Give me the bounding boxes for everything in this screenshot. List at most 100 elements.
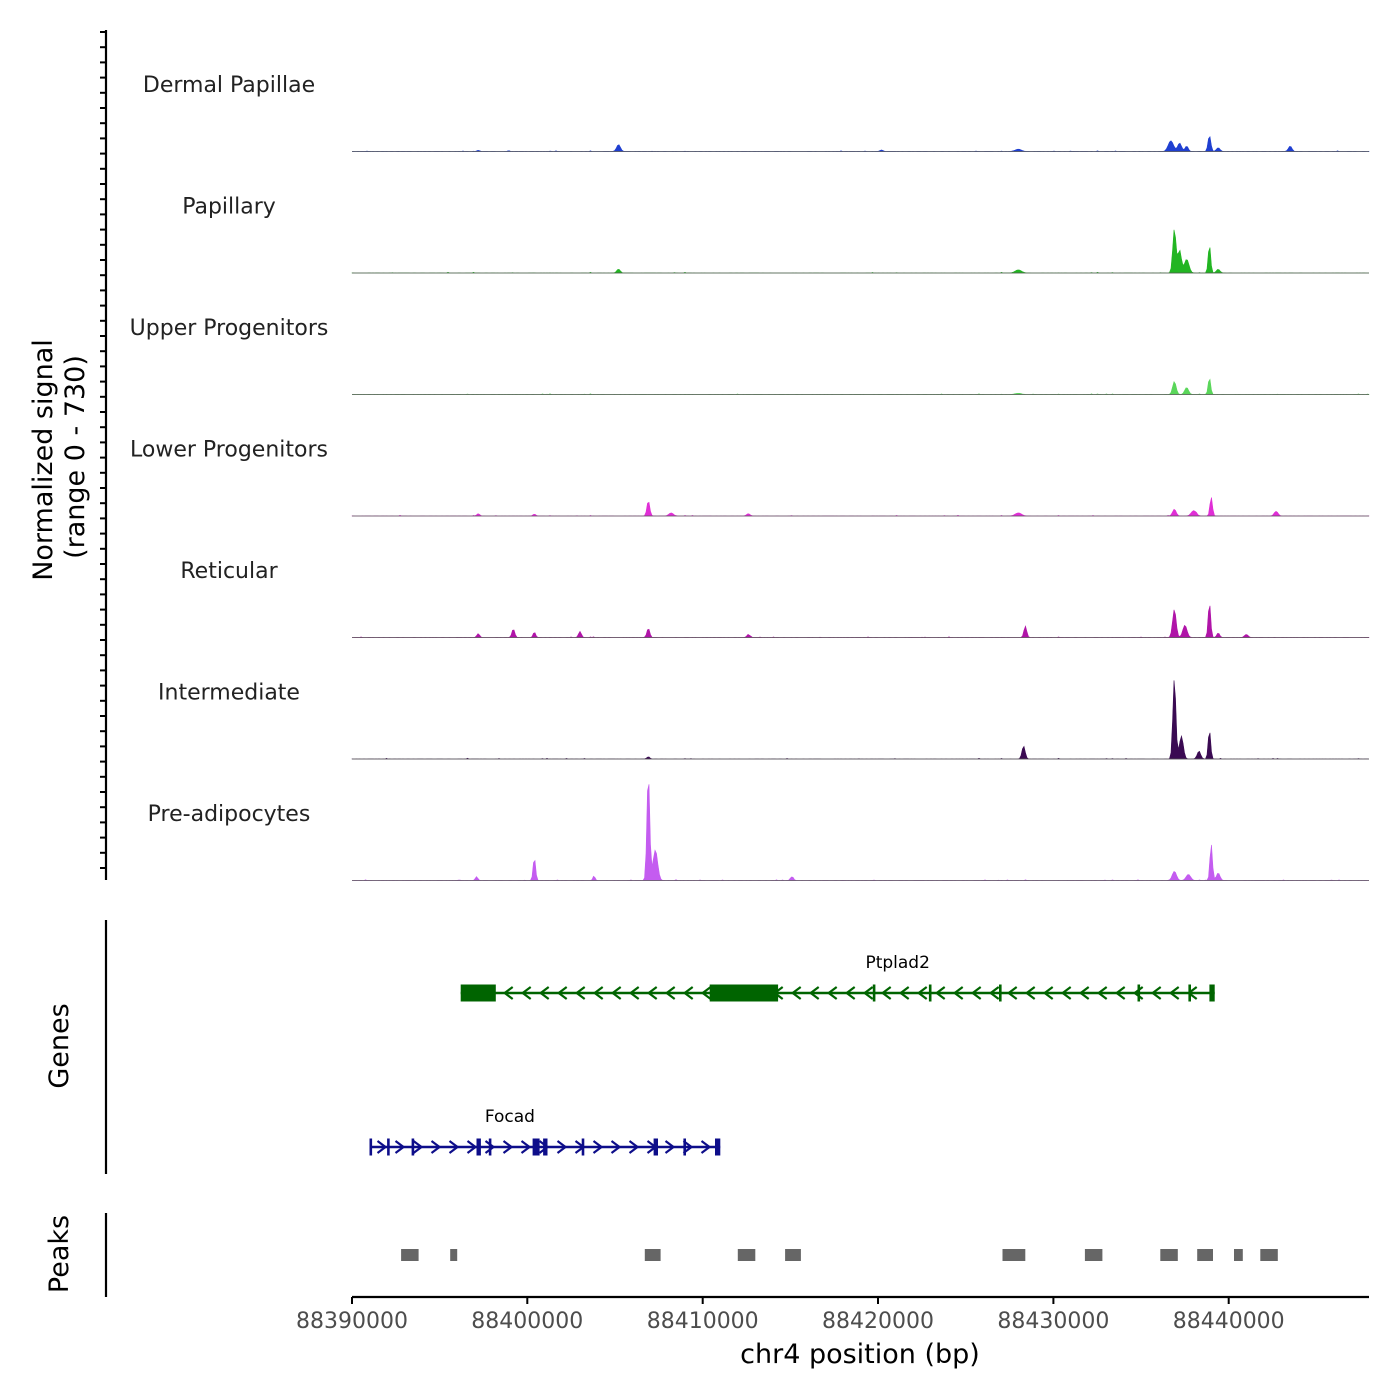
x-tick-label: 88420000 [822, 1309, 934, 1334]
signal-ylabel-line2: (range 0 - 730) [60, 355, 91, 559]
peak-region [1002, 1249, 1026, 1261]
peak-region [785, 1249, 801, 1261]
peak-region [1084, 1249, 1103, 1261]
strand-arrow-left-icon [988, 986, 1000, 1000]
signal-area [351, 680, 1370, 760]
signal-area [351, 378, 1370, 395]
x-tick-label: 88410000 [647, 1309, 759, 1334]
gene-tracks: Ptplad2 Focad [369, 953, 1215, 1156]
signal-area [351, 497, 1370, 517]
track-label: Intermediate [158, 681, 300, 706]
track-label: Lower Progenitors [130, 438, 328, 463]
track-label: Reticular [180, 559, 278, 584]
gene-label: Focad [485, 1107, 535, 1127]
gene-exon [387, 1138, 390, 1156]
strand-arrow-left-icon [1042, 986, 1054, 1000]
gene-exon [709, 984, 779, 1002]
gene-exon [715, 1138, 721, 1156]
strand-arrow-left-icon [1024, 986, 1036, 1000]
strand-arrow-right-icon [682, 1140, 694, 1154]
strand-arrow-left-icon [646, 986, 658, 1000]
gene-exon [653, 1138, 658, 1156]
signal-track: Upper Progenitors [130, 316, 1370, 395]
strand-arrow-right-icon [466, 1140, 478, 1154]
genes-ylabel: Genes [44, 1003, 75, 1088]
x-tick-label: 88390000 [296, 1309, 408, 1334]
track-label: Dermal Papillae [143, 73, 315, 98]
gene-exon [581, 1138, 585, 1156]
strand-arrow-left-icon [502, 986, 514, 1000]
strand-arrow-left-icon [916, 986, 928, 1000]
peak-region [1234, 1249, 1243, 1261]
gene-exon [543, 1138, 548, 1156]
strand-arrow-left-icon [790, 986, 802, 1000]
strand-arrow-right-icon [376, 1140, 388, 1154]
gene-model: Focad [369, 1107, 721, 1156]
strand-arrow-left-icon [664, 986, 676, 1000]
strand-arrow-left-icon [628, 986, 640, 1000]
x-tick-label: 88440000 [1173, 1309, 1285, 1334]
strand-arrow-left-icon [538, 986, 550, 1000]
peak-region [737, 1249, 756, 1261]
strand-arrow-left-icon [1078, 986, 1090, 1000]
strand-arrow-left-icon [574, 986, 586, 1000]
strand-arrow-left-icon [1060, 986, 1072, 1000]
strand-arrow-right-icon [628, 1140, 640, 1154]
strand-arrow-left-icon [1096, 986, 1108, 1000]
gene-model: Ptplad2 [460, 953, 1215, 1002]
strand-arrow-left-icon [1168, 986, 1180, 1000]
strand-arrow-left-icon [1150, 986, 1162, 1000]
strand-arrow-left-icon [700, 986, 712, 1000]
strand-arrow-right-icon [412, 1140, 424, 1154]
strand-arrow-left-icon [970, 986, 982, 1000]
strand-arrow-right-icon [592, 1140, 604, 1154]
strand-arrow-left-icon [862, 986, 874, 1000]
peak-region [1160, 1249, 1178, 1261]
gene-exon [532, 1138, 540, 1156]
strand-arrow-left-icon [934, 986, 946, 1000]
peak-region [1197, 1249, 1213, 1261]
peak-region [644, 1249, 661, 1261]
gene-exon [1209, 984, 1215, 1002]
signal-track: Pre-adipocytes [148, 784, 1369, 881]
peaks-ylabel: Peaks [44, 1215, 75, 1293]
strand-arrow-left-icon [808, 986, 820, 1000]
strand-arrow-left-icon [682, 986, 694, 1000]
strand-arrow-right-icon [520, 1140, 532, 1154]
peak-regions [401, 1249, 1278, 1261]
signal-track: Papillary [182, 195, 1369, 274]
signal-area [352, 784, 1369, 881]
signal-ylabel-line1: Normalized signal [28, 339, 59, 581]
signal-track: Lower Progenitors [130, 438, 1370, 517]
gene-label: Ptplad2 [865, 953, 929, 973]
signal-track: Intermediate [158, 680, 1370, 760]
x-axis-title: chr4 position (bp) [740, 1339, 980, 1370]
strand-arrow-right-icon [502, 1140, 514, 1154]
strand-arrow-right-icon [610, 1140, 622, 1154]
strand-arrow-left-icon [592, 986, 604, 1000]
strand-arrow-right-icon [556, 1140, 568, 1154]
x-tick-label: 88400000 [471, 1309, 583, 1334]
gene-exon [1137, 984, 1141, 1002]
gene-exon [999, 984, 1002, 1002]
strand-arrow-left-icon [520, 986, 532, 1000]
signal-tracks: Dermal Papillae Papillary Upper Progenitor… [130, 73, 1370, 881]
peak-region [1260, 1249, 1278, 1261]
signal-track: Reticular [180, 559, 1370, 638]
signal-area [351, 229, 1369, 274]
gene-exon [488, 1138, 492, 1156]
peak-region [450, 1249, 458, 1261]
strand-arrow-left-icon [880, 986, 892, 1000]
strand-arrow-left-icon [1114, 986, 1126, 1000]
strand-arrow-left-icon [1006, 986, 1018, 1000]
gene-exon [928, 984, 932, 1002]
strand-arrow-right-icon [484, 1140, 496, 1154]
strand-arrow-left-icon [610, 986, 622, 1000]
track-label: Pre-adipocytes [148, 802, 311, 827]
gene-exon [683, 1138, 686, 1156]
strand-arrow-left-icon [952, 986, 964, 1000]
gene-exon [460, 984, 496, 1002]
strand-arrow-left-icon [826, 986, 838, 1000]
x-tick-label: 88430000 [997, 1309, 1109, 1334]
